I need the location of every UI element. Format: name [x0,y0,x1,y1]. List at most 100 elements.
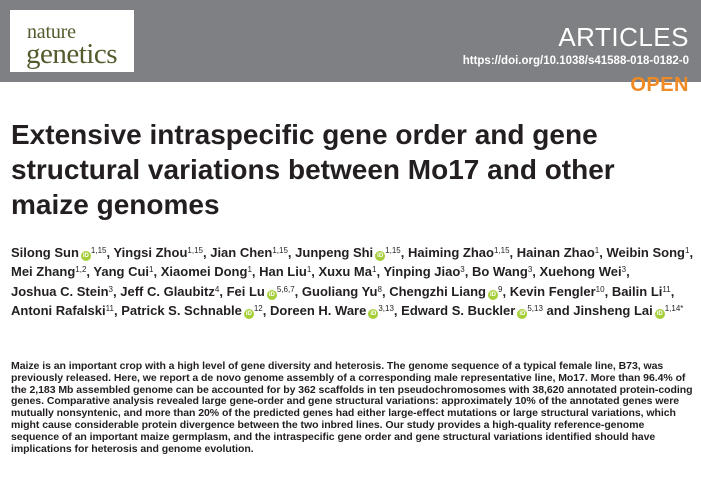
author-separator: , [626,264,630,280]
author-separator: , [153,264,158,280]
author-name[interactable]: Bailin Li11, [612,284,675,299]
author-separator: , [670,283,675,299]
author-name[interactable]: Yang Cui1, [93,264,157,279]
affiliation-marker: 1,15 [385,246,401,255]
author-name-text: Kevin Fengler [509,283,596,299]
affiliation-marker: 9 [497,284,503,294]
affiliation-marker: 1,2 [75,265,87,275]
affiliation-marker: 11 [662,284,671,294]
author-name-text: Yang Cui [93,264,150,280]
author-separator: , [376,264,381,280]
author-name[interactable]: Doreen H. Ware iD3,13, [270,303,398,320]
author-name-text: Haiming Zhao [408,245,494,260]
author-name-text: Weibin Song [606,245,685,260]
affiliation-marker: 3 [527,265,533,275]
author-name[interactable]: Yinping Jiao3, [383,264,468,279]
author-name-text: Silong Sun [11,245,79,260]
orcid-icon[interactable]: iD [487,289,498,300]
author-name[interactable]: Chengzhi Liang iD9, [389,283,507,300]
author-separator: , [502,283,507,299]
affiliation-marker: 1 [594,246,600,255]
affiliation-marker: 1,15 [493,246,510,255]
affiliation-marker: 10 [595,284,605,294]
author-name[interactable]: Patrick S. Schnable iD12, [121,303,267,320]
abstract: Maize is an important crop with a high l… [11,360,693,455]
journal-logo[interactable]: nature genetics [10,10,134,72]
author-name-text: Yingsi Zhou [113,245,188,260]
author-name[interactable]: Joshua C. Stein3, [11,284,117,299]
author-name[interactable]: Jinsheng Lai iD1,14* [573,303,684,320]
author-name-text: Guoliang Yu [301,283,378,299]
affiliation-marker: 1,14* [664,304,684,314]
author-separator: , [532,264,536,280]
author-name[interactable]: Mei Zhang1,2, [11,264,90,279]
affiliation-marker: 1,15 [90,246,107,255]
author-name[interactable]: Fei Lu iD5,6,7, [226,283,299,300]
author-name[interactable]: Guoliang Yu8, [302,284,386,299]
affiliation-marker: 1 [306,265,312,275]
orcid-icon[interactable]: iD [266,289,277,300]
author-name[interactable]: Kevin Fengler10, [510,284,609,299]
author-name[interactable]: Haiming Zhao1,15, [408,245,513,260]
author-separator: and [542,303,570,319]
affiliation-marker: 1,15 [187,246,203,255]
author-name[interactable]: Han Liu1, [259,264,315,279]
doi-link[interactable]: https://doi.org/10.1038/s41588-018-0182-… [462,55,689,67]
author-name[interactable]: Jeff C. Glaubitz4, [120,284,223,299]
author-separator: , [251,264,256,280]
open-access-badge: OPEN [630,74,689,96]
orcid-icon[interactable]: iD [375,251,386,261]
author-name-text: Joshua C. Stein [11,283,109,299]
author-separator: , [202,245,207,260]
author-name[interactable]: Xuehong Wei3, [540,264,630,279]
author-name-text: Han Liu [259,264,307,280]
author-name[interactable]: Junpeng Shi iD1,15, [295,245,405,261]
author-separator: , [262,303,267,319]
author-name-text: Jinsheng Lai [573,303,653,319]
article-title: Extensive intraspecific gene order and g… [11,119,615,220]
author-name[interactable]: Jian Chen1,15, [210,245,291,260]
author-name[interactable]: Xiaomei Dong1, [161,264,256,279]
author-separator: , [689,245,694,260]
author-name-text: Xuehong Wei [539,264,622,280]
orcid-icon[interactable]: iD [243,309,254,320]
author-name[interactable]: Weibin Song1, [607,245,694,260]
author-name[interactable]: Yingsi Zhou1,15, [113,245,206,260]
author-separator: , [381,283,386,299]
author-name-text: Hainan Zhao [516,245,595,260]
author-separator: , [400,245,405,260]
affiliation-marker: 1 [371,265,377,275]
author-name-text: Jian Chen [210,245,273,260]
affiliation-marker: 3,13 [378,304,394,314]
author-name[interactable]: Bo Wang3, [472,264,536,279]
author-name-text: Junpeng Shi [295,245,374,260]
author-separator: , [509,245,514,260]
author-separator: , [287,245,292,260]
affiliation-marker: 1 [247,265,252,275]
section-label: ARTICLES [558,22,689,52]
affiliation-marker: 1,15 [272,246,288,255]
author-name-text: Doreen H. Ware [270,303,367,319]
affiliation-marker: 1 [684,246,690,255]
author-name-text: Antoni Rafalski [11,303,106,319]
orcid-icon[interactable]: iD [654,309,665,320]
author-name[interactable]: Xuxu Ma1, [319,264,381,279]
affiliation-marker: 5,6,7 [276,284,295,294]
orcid-icon[interactable]: iD [517,309,528,320]
affiliation-marker: 3 [621,265,627,275]
author-name-text: Edward S. Buckler [401,303,516,319]
author-name-text: Jeff C. Glaubitz [120,283,215,299]
author-separator: , [219,283,223,299]
orcid-icon[interactable]: iD [80,251,91,261]
logo-text-nature: nature [27,21,76,43]
author-name[interactable]: Antoni Rafalski11, [11,303,118,318]
author-name[interactable]: Hainan Zhao1, [517,245,603,260]
author-name[interactable]: Silong Sun iD1,15, [11,245,110,261]
author-name-text: Fei Lu [226,283,265,299]
author-separator: , [311,264,315,280]
author-name-text: Xuxu Ma [318,264,372,280]
author-separator: , [294,283,299,299]
author-name-text: Xiaomei Dong [160,264,248,280]
author-name[interactable]: Edward S. Buckler iD5,13 and [401,303,570,320]
orcid-icon[interactable]: iD [368,309,379,320]
